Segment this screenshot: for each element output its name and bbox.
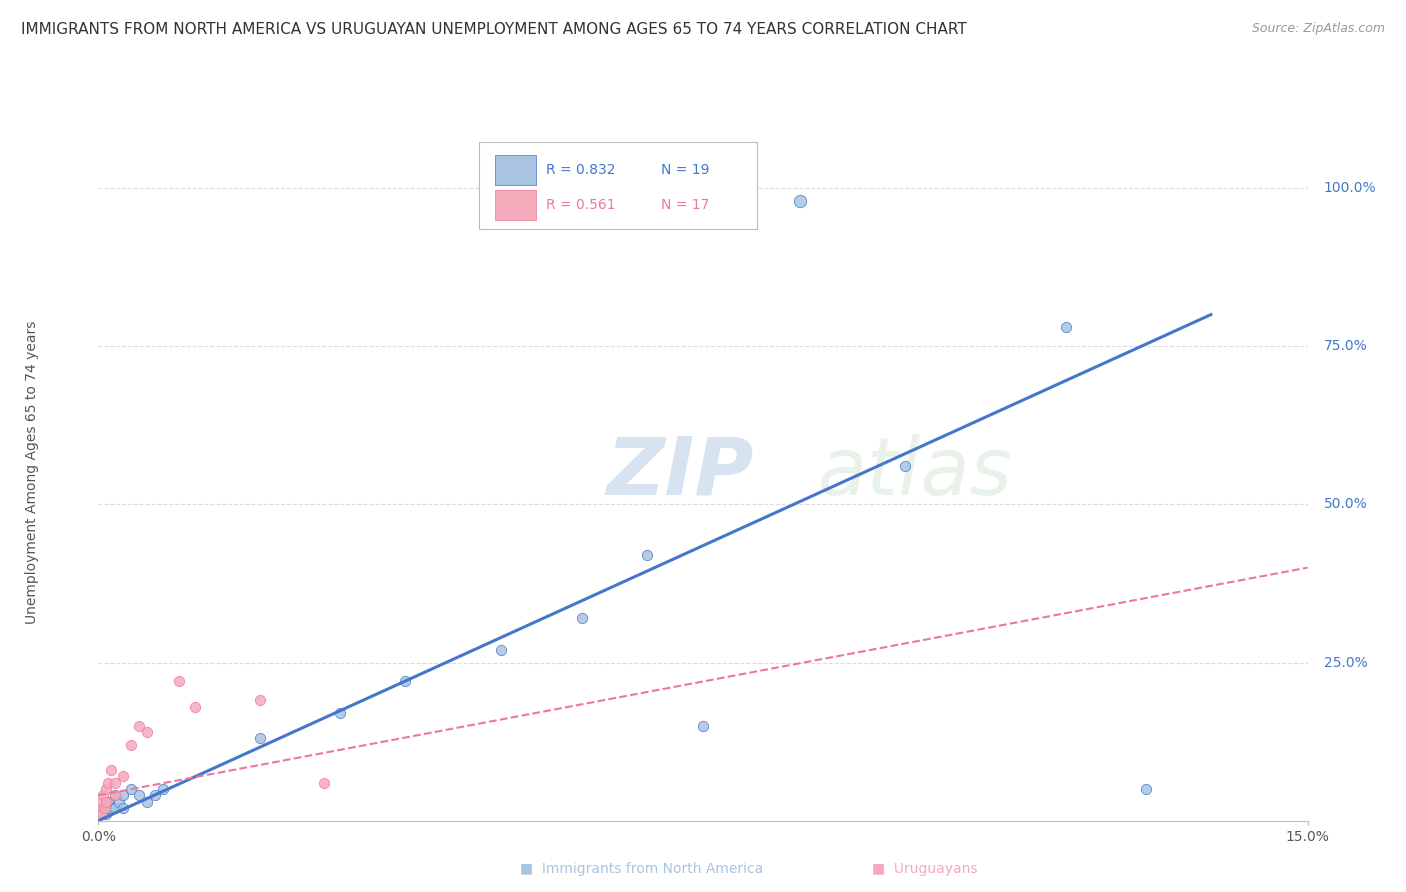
- Text: 25.0%: 25.0%: [1323, 656, 1368, 670]
- Point: [120, 738, 142, 752]
- Point: [789, 194, 811, 208]
- Point: [491, 643, 513, 657]
- Text: atlas: atlas: [818, 434, 1012, 512]
- Point: [97, 795, 120, 809]
- Point: [135, 795, 157, 809]
- Point: [128, 719, 150, 733]
- Text: IMMIGRANTS FROM NORTH AMERICA VS URUGUAYAN UNEMPLOYMENT AMONG AGES 65 TO 74 YEAR: IMMIGRANTS FROM NORTH AMERICA VS URUGUAY…: [21, 22, 967, 37]
- FancyBboxPatch shape: [479, 142, 758, 229]
- Point: [184, 699, 207, 714]
- Point: [90, 795, 112, 809]
- FancyBboxPatch shape: [495, 190, 536, 220]
- Text: Unemployment Among Ages 65 to 74 years: Unemployment Among Ages 65 to 74 years: [25, 321, 39, 624]
- Point: [107, 795, 129, 809]
- Text: 50.0%: 50.0%: [1323, 498, 1368, 511]
- Point: [249, 693, 271, 707]
- Text: ■  Uruguayans: ■ Uruguayans: [872, 862, 977, 876]
- Point: [100, 801, 122, 815]
- Text: Source: ZipAtlas.com: Source: ZipAtlas.com: [1251, 22, 1385, 36]
- Text: R = 0.832: R = 0.832: [546, 163, 616, 178]
- Point: [97, 775, 120, 789]
- Text: 100.0%: 100.0%: [1323, 181, 1376, 195]
- Point: [329, 706, 352, 720]
- Point: [94, 801, 117, 815]
- Point: [120, 782, 142, 797]
- Point: [96, 807, 118, 822]
- Text: R = 0.561: R = 0.561: [546, 198, 616, 212]
- Point: [111, 801, 134, 815]
- Point: [167, 674, 190, 689]
- Point: [91, 807, 114, 822]
- Point: [90, 801, 112, 815]
- Point: [1054, 320, 1077, 334]
- Point: [1135, 782, 1157, 797]
- Point: [96, 782, 118, 797]
- Point: [128, 789, 150, 803]
- Point: [89, 801, 111, 815]
- Point: [94, 801, 117, 815]
- FancyBboxPatch shape: [495, 155, 536, 186]
- Text: N = 19: N = 19: [661, 163, 709, 178]
- Point: [135, 725, 157, 739]
- Point: [91, 789, 114, 803]
- Point: [893, 459, 915, 474]
- Point: [249, 731, 271, 746]
- Text: N = 17: N = 17: [661, 198, 709, 212]
- Point: [103, 789, 125, 803]
- Point: [314, 775, 336, 789]
- Point: [91, 807, 114, 822]
- Point: [96, 795, 118, 809]
- Point: [571, 611, 593, 625]
- Point: [152, 782, 174, 797]
- Point: [103, 775, 125, 789]
- Point: [636, 548, 658, 562]
- Point: [394, 674, 416, 689]
- Point: [111, 789, 134, 803]
- Point: [103, 789, 125, 803]
- Point: [143, 789, 166, 803]
- Point: [96, 801, 118, 815]
- Text: ■  Immigrants from North America: ■ Immigrants from North America: [520, 862, 763, 876]
- Point: [100, 763, 122, 777]
- Point: [111, 769, 134, 783]
- Text: ZIP: ZIP: [606, 434, 754, 512]
- Point: [692, 719, 714, 733]
- Text: 75.0%: 75.0%: [1323, 339, 1368, 353]
- Point: [103, 801, 125, 815]
